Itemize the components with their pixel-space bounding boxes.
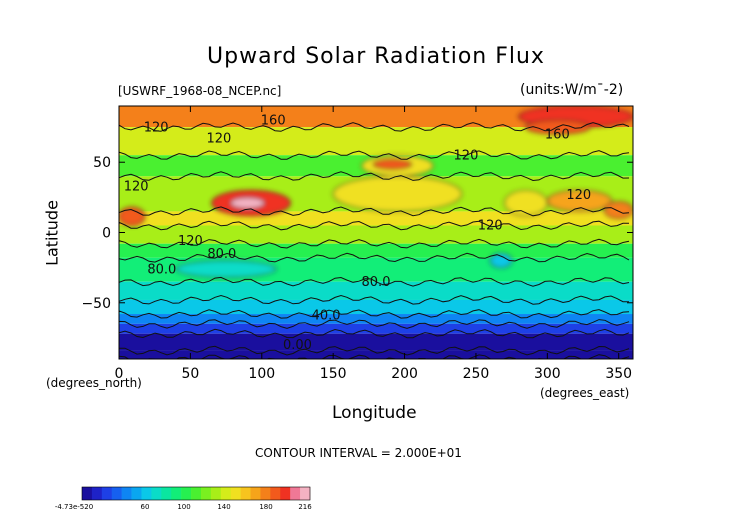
latitude-band — [119, 350, 633, 359]
contour-label: 120 — [454, 148, 479, 163]
contour-label: 80.0 — [207, 247, 236, 262]
colorbar: -4.73e-520 60 100 140 180 216 — [55, 486, 312, 511]
colorbar-tick-label: 140 — [217, 503, 230, 511]
latitude-band — [119, 333, 633, 351]
field-patches — [119, 106, 633, 279]
contour-line — [119, 319, 630, 329]
colorbar-tick-label: 100 — [177, 503, 190, 511]
y-tick-label: −50 — [81, 296, 111, 312]
colorbar-swatch — [191, 487, 202, 500]
contour-line — [119, 206, 630, 217]
x-tick-label: 150 — [320, 366, 347, 382]
colorbar-swatch — [171, 487, 182, 500]
contour-label: 80.0 — [147, 262, 176, 277]
contour-line — [119, 328, 630, 339]
latitude-band — [119, 299, 633, 315]
colorbar-swatch — [82, 487, 93, 500]
contour-label: 160 — [261, 113, 286, 128]
latitude-band — [119, 314, 633, 324]
x-tick-label: 50 — [181, 366, 199, 382]
contour-label: 120 — [144, 120, 169, 135]
x-tick-label: 100 — [248, 366, 275, 382]
contour-label: 160 — [545, 127, 570, 142]
contour-label: 120 — [207, 132, 232, 147]
plot-area: 16016012012012012012012012080.080.080.04… — [119, 106, 633, 359]
contour-line — [119, 294, 629, 305]
y-tick-label: 0 — [102, 226, 111, 242]
contour-line — [119, 122, 630, 132]
x-tick-label: 300 — [534, 366, 561, 382]
contour-line — [119, 345, 630, 356]
colorbar-swatch — [300, 487, 311, 500]
colorbar-swatch — [141, 487, 152, 500]
field-patch — [175, 260, 277, 279]
x-unit-note: (degrees_east) — [540, 386, 630, 400]
x-tick-label: 0 — [115, 366, 124, 382]
colorbar-swatch — [91, 487, 103, 500]
contour-label: 120 — [566, 188, 591, 203]
colorbar-swatch — [230, 487, 241, 500]
colorbar-swatch — [260, 487, 271, 500]
colorbar-swatch — [200, 487, 212, 500]
field-patch — [372, 158, 413, 170]
colorbar-swatch — [101, 487, 113, 500]
colorbar-swatch — [151, 487, 162, 500]
colorbar-swatch — [240, 487, 251, 500]
colorbar-swatch — [270, 487, 281, 500]
units-label: (units:W/m¯-2) — [520, 82, 624, 98]
colorbar-tick-label: -4.73e-520 — [55, 503, 93, 511]
colorbar-swatch — [210, 487, 222, 500]
contour-line — [119, 171, 630, 182]
latitude-band — [119, 225, 633, 244]
colorbar-swatch — [181, 487, 192, 500]
contour-label: 0.00 — [283, 338, 312, 353]
x-tick-label: 350 — [605, 366, 632, 382]
colorbar-frame — [81, 486, 311, 501]
contour-label: 80.0 — [362, 275, 391, 290]
colorbar-swatch — [161, 487, 172, 500]
field-patch — [229, 196, 266, 210]
colorbar-swatch — [280, 487, 291, 500]
x-tick-label: 200 — [391, 366, 418, 382]
contour-label: 120 — [124, 179, 149, 194]
colorbar-swatch — [121, 487, 132, 500]
field-patch — [603, 200, 633, 220]
contour-line — [119, 252, 630, 263]
contour-line — [119, 150, 630, 160]
y-tick-label: 50 — [93, 155, 111, 171]
contour-interval-label: CONTOUR INTERVAL = 2.000E+01 — [255, 446, 462, 460]
contour-label: 120 — [178, 234, 203, 249]
contour-line — [119, 276, 630, 287]
colorbar-tick-label: 60 — [141, 503, 150, 511]
latitude-band — [119, 106, 633, 128]
field-patch — [503, 189, 548, 217]
colorbar-swatch — [131, 487, 142, 500]
colorbar-tick-label: 180 — [259, 503, 272, 511]
contour-line — [119, 238, 630, 249]
colorbar-swatch — [250, 487, 261, 500]
file-label: [USWRF_1968-08_NCEP.nc] — [118, 84, 282, 98]
latitude-band — [119, 323, 633, 334]
field-patch — [332, 175, 463, 213]
field-patch — [546, 189, 613, 213]
colorbar-swatch — [111, 487, 122, 500]
colorbar-tick-label: 216 — [298, 503, 312, 511]
colorbar-swatch — [220, 487, 231, 500]
x-axis-label: Longitude — [332, 403, 417, 423]
x-tick-label: 250 — [463, 366, 490, 382]
chart-title: Upward Solar Radiation Flux — [207, 44, 545, 69]
latitude-band — [119, 211, 633, 226]
y-unit-note: (degrees_north) — [46, 376, 142, 390]
contour-label: 40.0 — [312, 309, 341, 324]
axes: 0 50 100 150 200 250 300 350 −50 0 50 — [81, 106, 633, 382]
colorbar-swatch — [290, 487, 301, 500]
contour-label: 120 — [478, 219, 503, 234]
latitude-band — [119, 281, 633, 300]
contour-line — [119, 309, 630, 319]
contour-line — [119, 220, 629, 231]
